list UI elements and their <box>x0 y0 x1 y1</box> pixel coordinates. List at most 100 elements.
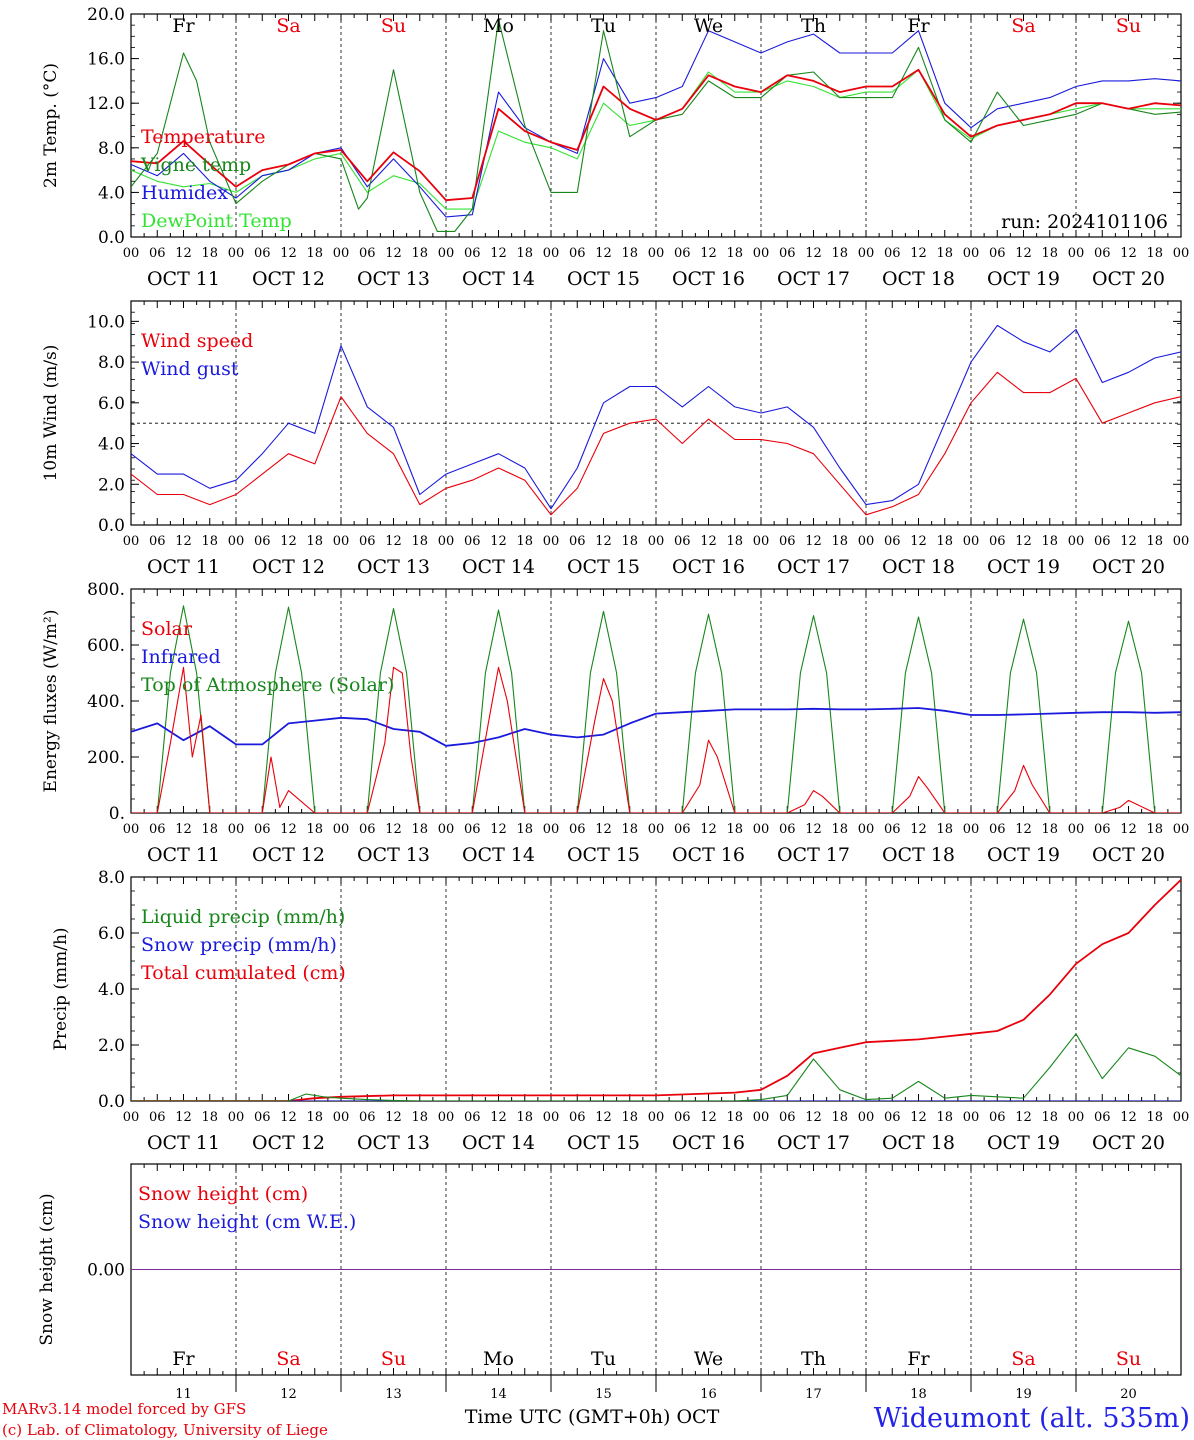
date-label: OCT 20 <box>1092 556 1165 578</box>
date-label: OCT 17 <box>777 1132 850 1154</box>
hour-label: 18 <box>411 534 428 549</box>
y-tick-label: 4.0 <box>98 980 125 1000</box>
hour-label: 12 <box>175 246 192 261</box>
day-number: 14 <box>490 1387 507 1402</box>
hour-label: 00 <box>123 534 140 549</box>
hour-label: 18 <box>516 534 533 549</box>
y-tick-label: 20.0 <box>87 5 125 25</box>
day-number: 19 <box>1015 1387 1032 1402</box>
day-name: Sa <box>1011 15 1035 37</box>
legend-entry: Wind gust <box>141 358 239 380</box>
day-name: Sa <box>276 1348 300 1370</box>
day-number: 11 <box>175 1387 192 1402</box>
day-name: Su <box>381 15 406 37</box>
series-line-infrared <box>131 707 1181 747</box>
hour-label: 06 <box>989 534 1006 549</box>
date-label: OCT 16 <box>672 268 745 290</box>
legend-entry: DewPoint Temp <box>141 210 292 232</box>
hour-label: 00 <box>648 246 665 261</box>
hour-label: 12 <box>595 822 612 837</box>
hour-label: 06 <box>149 822 166 837</box>
day-name: Fr <box>907 1348 930 1370</box>
date-label: OCT 14 <box>462 844 535 866</box>
date-label: OCT 17 <box>777 556 850 578</box>
hour-label: 12 <box>910 246 927 261</box>
hour-label: 18 <box>201 1110 218 1125</box>
hour-label: 00 <box>438 534 455 549</box>
date-label: OCT 16 <box>672 556 745 578</box>
day-name: Th <box>801 1348 826 1370</box>
hour-label: 00 <box>1068 1110 1085 1125</box>
hour-label: 12 <box>1015 822 1032 837</box>
hour-label: 00 <box>438 246 455 261</box>
hour-label: 18 <box>411 822 428 837</box>
hour-label: 06 <box>254 246 271 261</box>
day-name: Fr <box>907 15 930 37</box>
date-label: OCT 12 <box>252 556 325 578</box>
hour-label: 00 <box>1173 822 1190 837</box>
hour-label: 06 <box>149 246 166 261</box>
day-number: 15 <box>595 1387 612 1402</box>
series-line-top-of-atmosphere-solar <box>131 605 1181 813</box>
hour-label: 18 <box>306 534 323 549</box>
hour-label: 18 <box>1041 1110 1058 1125</box>
date-label: OCT 20 <box>1092 268 1165 290</box>
hour-label: 00 <box>858 822 875 837</box>
day-name: Su <box>1116 15 1141 37</box>
hour-label: 00 <box>648 534 665 549</box>
hour-label: 06 <box>464 534 481 549</box>
hour-label: 00 <box>1173 1110 1190 1125</box>
hour-label: 00 <box>438 1110 455 1125</box>
hour-label: 18 <box>621 246 638 261</box>
hour-label: 12 <box>1120 822 1137 837</box>
date-label: OCT 15 <box>567 1132 640 1154</box>
legend-entry: Vigne temp <box>140 154 251 176</box>
hour-label: 00 <box>543 246 560 261</box>
hour-label: 12 <box>175 1110 192 1125</box>
legend-entry: Infrared <box>141 646 221 668</box>
hour-label: 00 <box>123 246 140 261</box>
day-number: 13 <box>385 1387 402 1402</box>
legend-entry: Solar <box>141 618 193 640</box>
day-name: Tu <box>591 15 616 37</box>
day-number: 12 <box>280 1387 297 1402</box>
hour-label: 18 <box>831 822 848 837</box>
hour-label: 12 <box>490 246 507 261</box>
hour-label: 00 <box>333 534 350 549</box>
hour-label: 12 <box>385 534 402 549</box>
date-label: OCT 14 <box>462 1132 535 1154</box>
date-label: OCT 11 <box>147 844 220 866</box>
hour-label: 18 <box>1041 246 1058 261</box>
hour-label: 12 <box>595 246 612 261</box>
hour-label: 06 <box>1094 822 1111 837</box>
hour-label: 18 <box>1146 822 1163 837</box>
hour-label: 06 <box>464 1110 481 1125</box>
hour-label: 06 <box>569 534 586 549</box>
hour-label: 00 <box>858 246 875 261</box>
hour-label: 12 <box>805 534 822 549</box>
series-line-wind-speed <box>131 371 1181 516</box>
date-label: OCT 11 <box>147 268 220 290</box>
day-name: Sa <box>276 15 300 37</box>
hour-label: 18 <box>936 822 953 837</box>
hour-label: 00 <box>228 534 245 549</box>
panel-5: 0.00 Snow height (cm) Snow height (cm) Snow… <box>37 1163 1182 1402</box>
hour-label: 00 <box>753 1110 770 1125</box>
hour-label: 06 <box>884 822 901 837</box>
date-label: OCT 20 <box>1092 1132 1165 1154</box>
y-tick-label: 4.0 <box>98 183 125 203</box>
hour-label: 18 <box>411 1110 428 1125</box>
hour-label: 12 <box>175 822 192 837</box>
hour-label: 12 <box>385 246 402 261</box>
date-label: OCT 19 <box>987 268 1060 290</box>
hour-label: 06 <box>779 822 796 837</box>
day-name: Sa <box>1011 1348 1035 1370</box>
date-label: OCT 16 <box>672 1132 745 1154</box>
date-label: OCT 17 <box>777 268 850 290</box>
hour-label: 06 <box>254 822 271 837</box>
series-line-solar <box>131 666 1181 813</box>
hour-label: 00 <box>753 534 770 549</box>
hour-label: 06 <box>464 246 481 261</box>
hour-label: 00 <box>858 534 875 549</box>
plot-frame <box>130 588 1182 814</box>
